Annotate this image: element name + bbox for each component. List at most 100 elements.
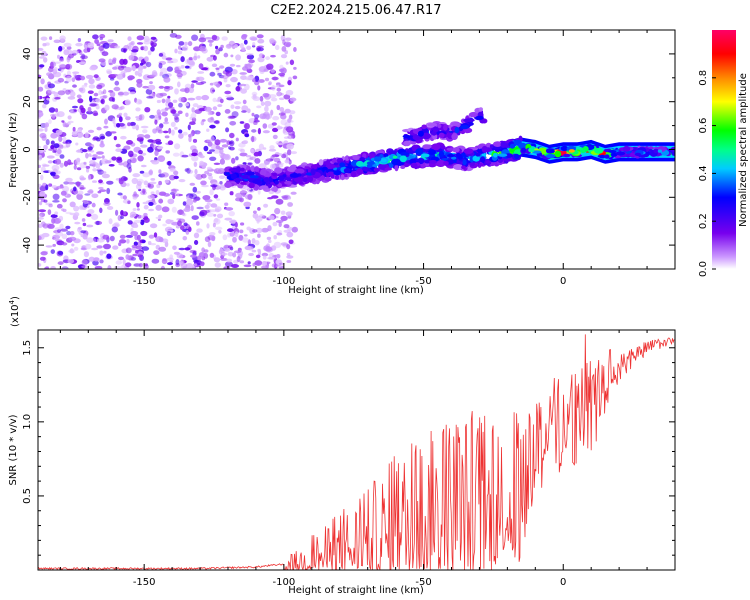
noise-cell [219,138,228,143]
noise-cell [206,151,213,155]
noise-cell [268,190,275,195]
signal-cell [608,150,617,153]
noise-cell [88,84,96,89]
noise-cell [50,171,56,176]
signal-cell [340,174,345,181]
noise-cell [289,59,295,66]
noise-cell [167,160,172,166]
noise-cell [53,39,61,44]
signal-cell [645,151,651,155]
noise-cell [285,37,292,41]
noise-cell [72,126,76,132]
noise-cell [93,92,99,97]
noise-cell [209,189,214,196]
noise-cell [255,227,263,234]
noise-cell [151,159,160,165]
noise-cell [241,110,247,113]
signal-cell [443,124,448,131]
noise-cell [39,256,46,261]
noise-cell [91,157,97,161]
noise-cell [150,36,157,40]
noise-cell [199,160,205,166]
noise-cell [127,36,132,42]
noise-cell [273,157,281,163]
noise-cell [252,42,256,47]
signal-cell [380,158,387,163]
noise-cell [276,91,282,97]
noise-cell [92,137,97,141]
signal-cell [521,147,526,153]
noise-cell [73,246,79,251]
noise-cell [193,46,201,52]
noise-cell [136,178,144,184]
noise-cell [254,158,261,164]
noise-cell [250,148,254,153]
noise-cell [127,200,131,205]
noise-cell [258,163,267,169]
noise-cell [171,221,179,226]
noise-cell [217,167,224,173]
noise-cell [109,235,115,242]
noise-cell [39,64,45,68]
signal-cell [350,155,360,160]
noise-cell [161,206,170,213]
signal-cell [294,168,305,174]
signal-cell [563,153,571,158]
y-tick-label: -40 [22,237,33,253]
noise-cell [48,107,56,113]
noise-cell [143,204,149,210]
noise-cell [118,256,124,261]
noise-cell [40,251,48,256]
noise-cell [254,117,259,121]
noise-cell [224,202,229,206]
noise-cell [80,186,86,190]
noise-cell [193,198,197,203]
noise-cell [138,114,143,120]
noise-cell [73,109,77,112]
noise-cell [87,129,95,133]
noise-cell [57,251,64,255]
signal-cell [272,186,278,193]
signal-cell [518,142,528,150]
noise-cell [257,56,265,63]
noise-cell [86,168,90,173]
noise-cell [180,65,185,69]
noise-cell [109,91,116,98]
noise-cell [113,136,117,141]
noise-cell [158,198,164,204]
noise-cell [99,133,105,140]
noise-cell [132,65,136,72]
noise-cell [227,228,234,233]
noise-cell [184,247,191,251]
noise-cell [47,83,56,89]
noise-cell [115,260,123,265]
noise-cell [281,46,287,52]
noise-cell [232,236,237,243]
noise-cell [122,211,127,216]
noise-cell [249,228,256,234]
noise-cell [161,258,168,265]
noise-cell [270,97,278,102]
noise-cell [94,39,99,44]
noise-cell [77,38,82,42]
noise-cell [98,189,107,193]
signal-cell [463,148,474,155]
signal-cell [489,144,495,149]
noise-cell [262,147,267,150]
noise-cell [49,36,53,40]
noise-cell [133,223,139,228]
noise-cell [75,142,79,146]
noise-cell [171,109,177,114]
noise-cell [63,49,70,56]
noise-cell [92,238,97,243]
noise-cell [84,82,88,86]
noise-cell [114,45,120,49]
noise-cell [89,103,97,107]
noise-cell [48,203,53,208]
noise-cell [98,58,106,63]
signal-cell [469,162,475,167]
snr-x-ticks: -150 -100 -50 0 [59,330,676,588]
snr-x-label: Height of straight line (km) [288,585,424,596]
noise-cell [266,236,272,240]
noise-cell [219,181,223,185]
